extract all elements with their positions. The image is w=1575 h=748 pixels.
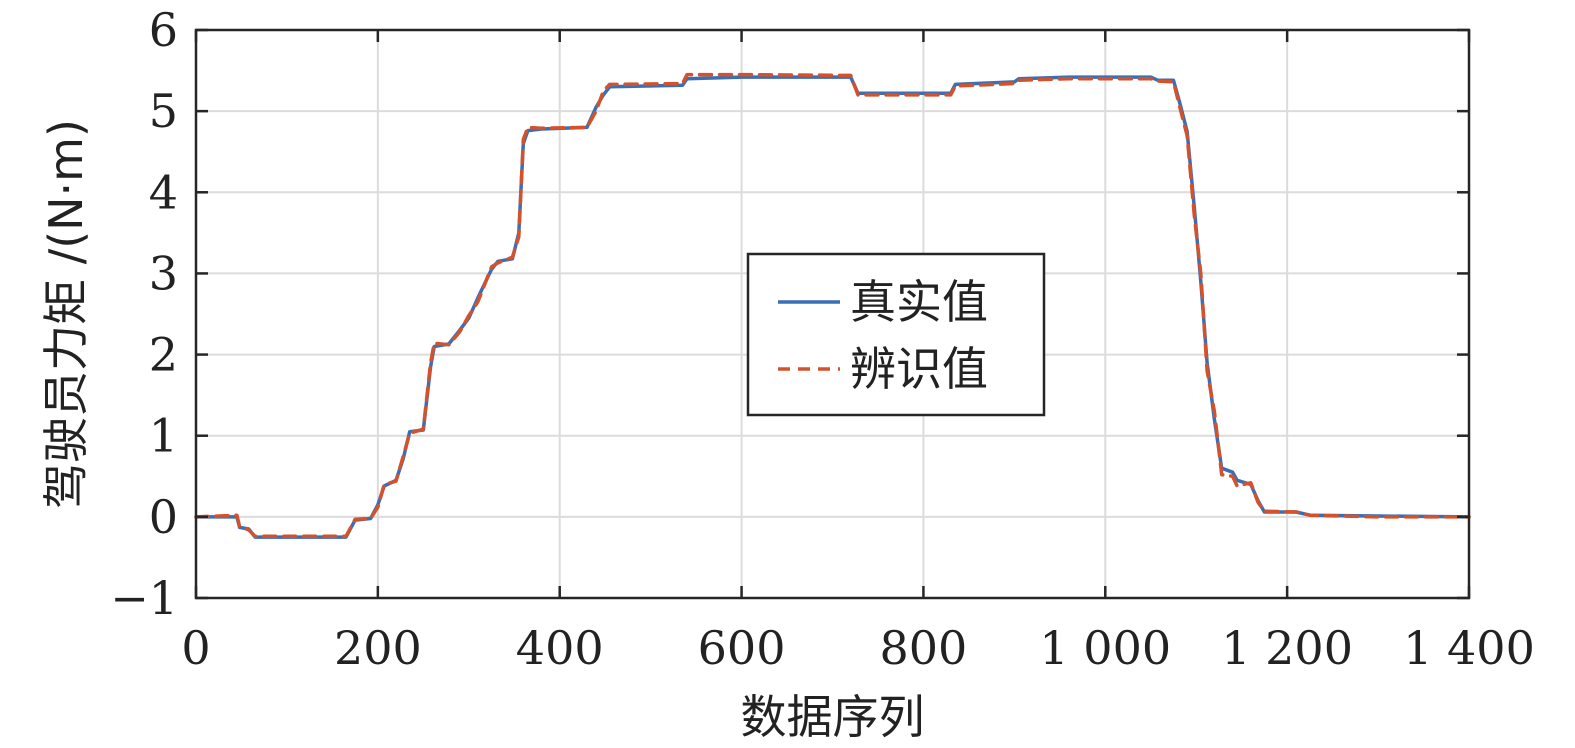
legend: 真实值 辨识值 — [746, 252, 1046, 417]
y-axis-title: 驾驶员力矩 /(N·m) — [39, 119, 93, 509]
x-tick-label: 200 — [334, 621, 422, 675]
x-axis-title: 数据序列 — [741, 690, 925, 744]
plot-frame — [194, 28, 1471, 600]
x-tick-label: 800 — [880, 621, 968, 675]
x-tick-labels: 0 200 400 600 800 1 000 1 200 1 400 — [181, 621, 1534, 675]
y-tick-label: 2 — [149, 328, 178, 382]
y-tick-labels: −1 0 1 2 3 4 5 6 — [110, 3, 178, 625]
y-tick-label: 5 — [149, 84, 178, 138]
series-line-1 — [194, 72, 1471, 539]
x-tick-label: 600 — [698, 621, 786, 675]
legend-label-identified: 辨识值 — [850, 342, 988, 396]
x-tick-label: 400 — [516, 621, 604, 675]
legend-label-true: 真实值 — [850, 275, 988, 329]
x-tick-label: 1 000 — [1039, 621, 1171, 675]
x-tick-label: 1 400 — [1403, 621, 1535, 675]
y-tick-label: −1 — [110, 571, 178, 625]
x-tick-label: 0 — [181, 621, 210, 675]
y-tick-label: 1 — [149, 409, 178, 463]
y-tick-label: 3 — [149, 246, 178, 300]
axis-ticks — [194, 28, 1471, 600]
y-tick-label: 6 — [149, 3, 178, 57]
y-tick-label: 0 — [149, 490, 178, 544]
y-tick-label: 4 — [149, 165, 178, 219]
x-tick-label: 1 200 — [1221, 621, 1353, 675]
series-lines — [194, 72, 1471, 539]
legend-box — [746, 252, 1046, 417]
